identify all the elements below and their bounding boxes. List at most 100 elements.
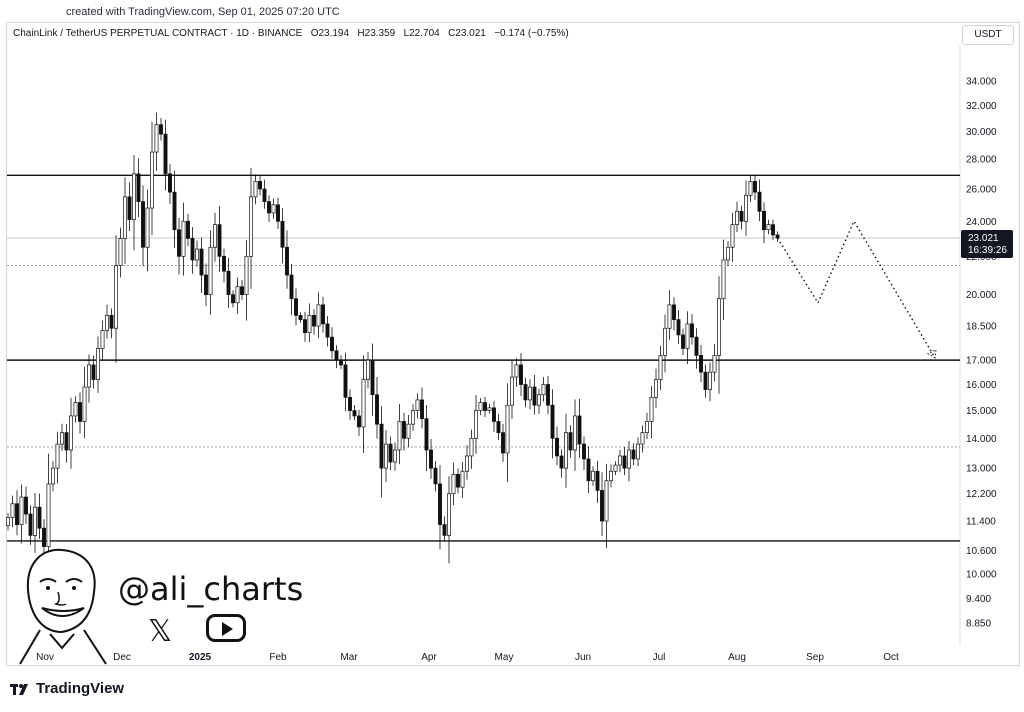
y-tick-label: 9.400 <box>966 594 991 605</box>
candle-body <box>546 384 550 406</box>
candle-body <box>703 371 708 390</box>
candle-body <box>388 443 393 463</box>
candle-body <box>186 220 190 239</box>
candle-body <box>298 314 303 320</box>
candle-body <box>717 298 721 356</box>
candle-body <box>730 224 735 248</box>
candle-body <box>541 384 546 396</box>
y-tick-label: 17.000 <box>966 356 997 367</box>
currency-button[interactable]: USDT <box>962 25 1014 45</box>
candle-body <box>685 323 690 349</box>
candle-body <box>474 410 478 439</box>
candle-body <box>564 432 568 469</box>
candle-body <box>73 402 78 417</box>
y-tick-label: 26.000 <box>966 185 997 196</box>
y-tick-label: 15.000 <box>966 406 997 417</box>
candle-body <box>217 224 222 257</box>
candle-body <box>361 379 366 428</box>
y-tick-label: 16.000 <box>966 380 997 391</box>
candle-body <box>735 210 739 225</box>
candle-body <box>141 201 145 248</box>
candle-body <box>424 418 429 451</box>
candle-body <box>177 229 181 257</box>
y-tick-label: 10.600 <box>966 546 997 557</box>
candle-body <box>654 379 658 398</box>
candle-body <box>312 314 316 327</box>
candle-body <box>523 384 528 401</box>
candle-body <box>429 449 433 469</box>
candle-body <box>262 188 267 202</box>
candle-body <box>289 274 294 300</box>
candle-body <box>42 527 46 547</box>
candle-body <box>271 204 276 214</box>
candle-body <box>6 517 10 527</box>
candle-body <box>321 304 325 325</box>
candle-body <box>253 181 258 198</box>
candle-body <box>690 323 694 338</box>
candle-body <box>469 437 474 457</box>
candle-body <box>676 319 681 336</box>
candle-body <box>478 402 483 411</box>
symbol-title: ChainLink / TetherUS PERPETUAL CONTRACT … <box>13 28 303 39</box>
candle-body <box>649 396 654 422</box>
candle-body <box>555 437 559 457</box>
x-tick-label: 2025 <box>189 652 212 663</box>
candle-body <box>658 355 663 380</box>
close-value: C23.021 <box>448 28 486 39</box>
candle-body <box>208 246 213 296</box>
candle-body <box>375 394 379 425</box>
candle-body <box>744 194 748 222</box>
candle-body <box>64 432 69 451</box>
candle-body <box>627 449 631 469</box>
tradingview-wordmark: TradingView <box>36 680 125 697</box>
x-tick-label: Oct <box>883 652 899 663</box>
candle-body <box>69 415 73 451</box>
candle-body <box>294 298 298 316</box>
candle-body <box>258 181 262 190</box>
chart-frame[interactable] <box>6 22 1020 666</box>
y-tick-label: 8.850 <box>966 619 991 630</box>
candle-body <box>159 124 163 135</box>
candle-body <box>325 323 330 338</box>
candle-body <box>456 474 460 488</box>
x-tick-label: Sep <box>806 652 824 663</box>
price-label-box <box>961 230 1013 259</box>
candle-body <box>595 470 600 491</box>
candle-body <box>631 449 636 460</box>
candle-body <box>78 402 82 422</box>
candle-body <box>276 204 280 222</box>
youtube-icon <box>206 614 246 642</box>
forecast-arrow-head <box>926 348 937 359</box>
y-tick-label: 28.000 <box>966 155 997 166</box>
candle-body <box>190 238 195 261</box>
candle-body <box>114 265 118 329</box>
open-value: O23.194 <box>310 28 350 39</box>
candle-body <box>226 270 231 296</box>
candle-body <box>393 449 397 463</box>
candle-body <box>285 246 289 276</box>
candle-body <box>663 327 667 356</box>
candle-body <box>55 443 60 469</box>
candle-body <box>235 286 240 304</box>
candle-body <box>762 210 766 231</box>
candle-body <box>109 314 114 329</box>
price-label-value: 23.021 <box>968 233 999 244</box>
x-tick-label: May <box>495 652 514 663</box>
candle-body <box>348 396 352 411</box>
candle-body <box>339 359 343 366</box>
candle-body <box>87 364 91 388</box>
candle-body <box>708 371 712 390</box>
y-tick-label: 20.000 <box>966 290 997 301</box>
candle-body <box>550 404 555 439</box>
candle-body <box>249 196 253 257</box>
y-tick-label: 30.000 <box>966 127 997 138</box>
x-tick-label: Dec <box>113 652 131 663</box>
candle-body <box>442 524 447 536</box>
symbol-legend: ChainLink / TetherUS PERPETUAL CONTRACT … <box>13 28 569 39</box>
candle-body <box>411 410 415 425</box>
candle-body <box>343 364 348 398</box>
candle-body <box>213 224 217 248</box>
candle-body <box>397 421 402 451</box>
tradingview-logo: TradingView <box>10 680 124 697</box>
